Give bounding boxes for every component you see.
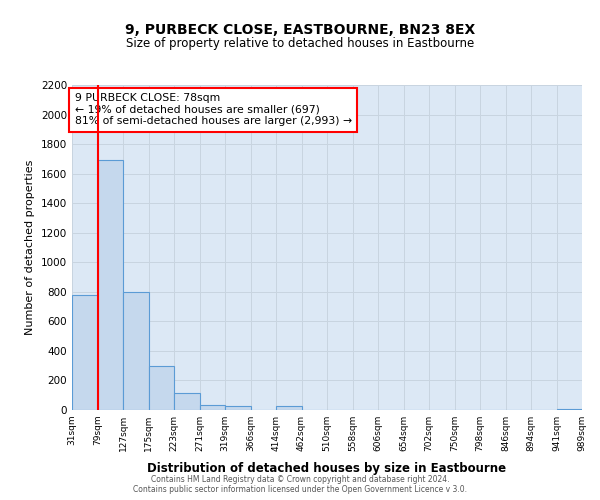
Text: Contains public sector information licensed under the Open Government Licence v : Contains public sector information licen… [133,485,467,494]
Y-axis label: Number of detached properties: Number of detached properties [25,160,35,335]
Bar [276,406,302,410]
Bar [123,292,149,410]
Bar [225,406,251,410]
Bar [97,160,123,410]
Text: 9, PURBECK CLOSE, EASTBOURNE, BN23 8EX: 9, PURBECK CLOSE, EASTBOURNE, BN23 8EX [125,22,475,36]
Bar [149,366,174,410]
Bar [72,295,97,410]
Bar [174,393,199,410]
Text: Contains HM Land Registry data © Crown copyright and database right 2024.: Contains HM Land Registry data © Crown c… [151,475,449,484]
Bar [199,405,225,410]
X-axis label: Distribution of detached houses by size in Eastbourne: Distribution of detached houses by size … [148,462,506,475]
Text: 9 PURBECK CLOSE: 78sqm
← 19% of detached houses are smaller (697)
81% of semi-de: 9 PURBECK CLOSE: 78sqm ← 19% of detached… [74,93,352,126]
Text: Size of property relative to detached houses in Eastbourne: Size of property relative to detached ho… [126,38,474,51]
